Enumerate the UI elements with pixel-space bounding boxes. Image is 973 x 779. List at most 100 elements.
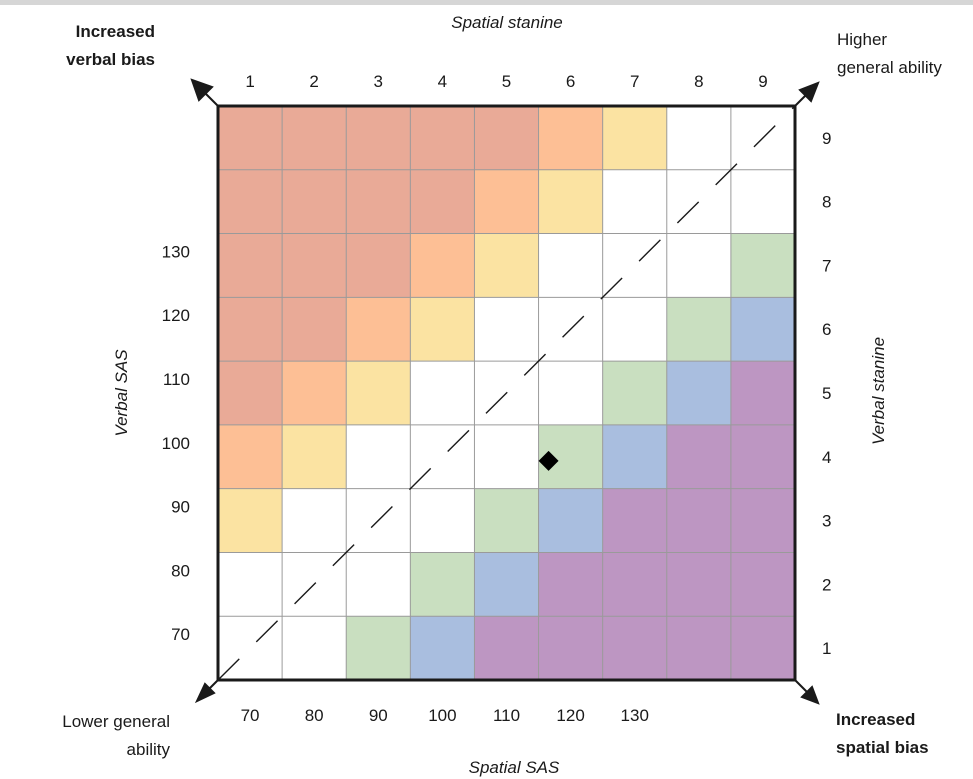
grid-cell (218, 106, 283, 170)
grid-cell (602, 616, 667, 680)
grid-cell (474, 297, 539, 362)
grid-cell (730, 233, 795, 298)
x-sas-tick: 90 (369, 706, 388, 725)
plot-border (216, 104, 797, 682)
grid-cell (666, 106, 731, 170)
x-stanine-tick: 5 (502, 72, 511, 91)
grid-cell (282, 297, 347, 362)
corner-bottom-right-line2: spatial bias (836, 738, 929, 757)
grid-cell (602, 297, 667, 362)
grid-cell (218, 169, 283, 234)
y-stanine-title: Verbal stanine (869, 337, 888, 445)
x-stanine-tick: 2 (309, 72, 318, 91)
grid-cell (346, 424, 411, 489)
grid-cell (282, 616, 347, 680)
arrow-top-right-head (798, 81, 820, 103)
grid-cell (666, 424, 731, 489)
grid-cell (666, 297, 731, 362)
grid-cell (666, 552, 731, 617)
y-sas-tick: 80 (171, 561, 190, 580)
corner-top-right-line2: general ability (837, 58, 942, 77)
x-sas-tick: 130 (621, 706, 649, 725)
y-sas-tick: 110 (163, 370, 190, 389)
grid-cell (218, 552, 283, 617)
grid-cell (346, 106, 411, 170)
grid-cell (730, 552, 795, 617)
grid-cell (410, 616, 475, 680)
corner-top-left-line1: Increased (76, 22, 155, 41)
grid-cell (346, 361, 411, 425)
y-stanine-tick: 4 (822, 448, 831, 467)
grid-cell (730, 488, 795, 553)
y-sas-tick: 130 (162, 242, 190, 261)
x-sas-tick: 70 (241, 706, 260, 725)
grid-cell (538, 361, 603, 425)
x-stanine-tick: 9 (758, 72, 767, 91)
tick-labels: 1 2 3 4 5 6 7 8 9 1 2 3 4 5 6 7 8 9 70 80 90 100 110 120 130 70 80… (162, 72, 832, 725)
y-sas-tick: 100 (162, 434, 190, 453)
grid-cell (666, 361, 731, 425)
grid-cell (602, 361, 667, 425)
x-stanine-tick: 4 (438, 72, 447, 91)
corner-top-right-line1: Higher (837, 30, 887, 49)
grid-cell (730, 424, 795, 489)
x-stanine-tick: 7 (630, 72, 639, 91)
y-stanine-tick: 3 (822, 512, 831, 531)
grid-cell (218, 361, 283, 425)
arrow-bottom-left-head (194, 682, 216, 704)
grid-cell (602, 488, 667, 553)
x-sas-tick: 80 (305, 706, 324, 725)
grid-cell (410, 552, 475, 617)
x-stanine-title: Spatial stanine (451, 13, 563, 32)
grid-cell (666, 488, 731, 553)
grid-cell (410, 169, 475, 234)
y-stanine-tick: 5 (822, 384, 831, 403)
grid-cell (474, 106, 539, 170)
grid-cell (474, 424, 539, 489)
stanine-bias-chart: Spatial stanine Spatial SAS Verbal SAS V… (62, 13, 942, 777)
x-sas-tick: 110 (493, 706, 520, 725)
grid-cell (218, 297, 283, 362)
corner-bottom-left-line2: ability (127, 740, 171, 759)
grid-cell (538, 616, 603, 680)
y-stanine-tick: 2 (822, 575, 831, 594)
grid-cell (538, 233, 603, 298)
grid-cell (730, 169, 795, 234)
grid-cell (602, 169, 667, 234)
x-sas-tick: 100 (428, 706, 456, 725)
x-stanine-tick: 8 (694, 72, 703, 91)
grid-cell (346, 169, 411, 234)
corner-bottom-right-line1: Increased (836, 710, 915, 729)
grid-cell (538, 488, 603, 553)
grid-cell (218, 488, 283, 553)
y-stanine-tick: 8 (822, 193, 831, 212)
x-stanine-tick: 6 (566, 72, 575, 91)
grid-cell (730, 616, 795, 680)
y-stanine-tick: 9 (822, 129, 831, 148)
grid-cell (346, 552, 411, 617)
y-sas-tick: 70 (171, 625, 190, 644)
arrow-bottom-right-head (800, 685, 820, 705)
grid-cell (282, 361, 347, 425)
grid-cell (410, 106, 475, 170)
grid-cell (346, 297, 411, 362)
y-sas-tick: 120 (162, 306, 190, 325)
grid-lines (218, 106, 795, 680)
grid-cell (282, 424, 347, 489)
y-stanine-tick: 1 (822, 639, 831, 658)
grid-cell (538, 552, 603, 617)
chart-canvas: Spatial stanine Spatial SAS Verbal SAS V… (0, 5, 973, 779)
grid-cell (602, 424, 667, 489)
marker-layer (538, 450, 559, 471)
y-sas-tick: 90 (171, 498, 190, 517)
grid-cell (346, 616, 411, 680)
grid-cell (474, 552, 539, 617)
grid-cell (474, 616, 539, 680)
y-stanine-tick: 7 (822, 256, 831, 275)
corner-top-left-line2: verbal bias (66, 50, 155, 69)
grid-cell (474, 169, 539, 234)
diagonal-dashed-line (217, 105, 796, 681)
x-stanine-tick: 1 (245, 72, 254, 91)
grid-cell (218, 233, 283, 298)
grid-cell (410, 488, 475, 553)
